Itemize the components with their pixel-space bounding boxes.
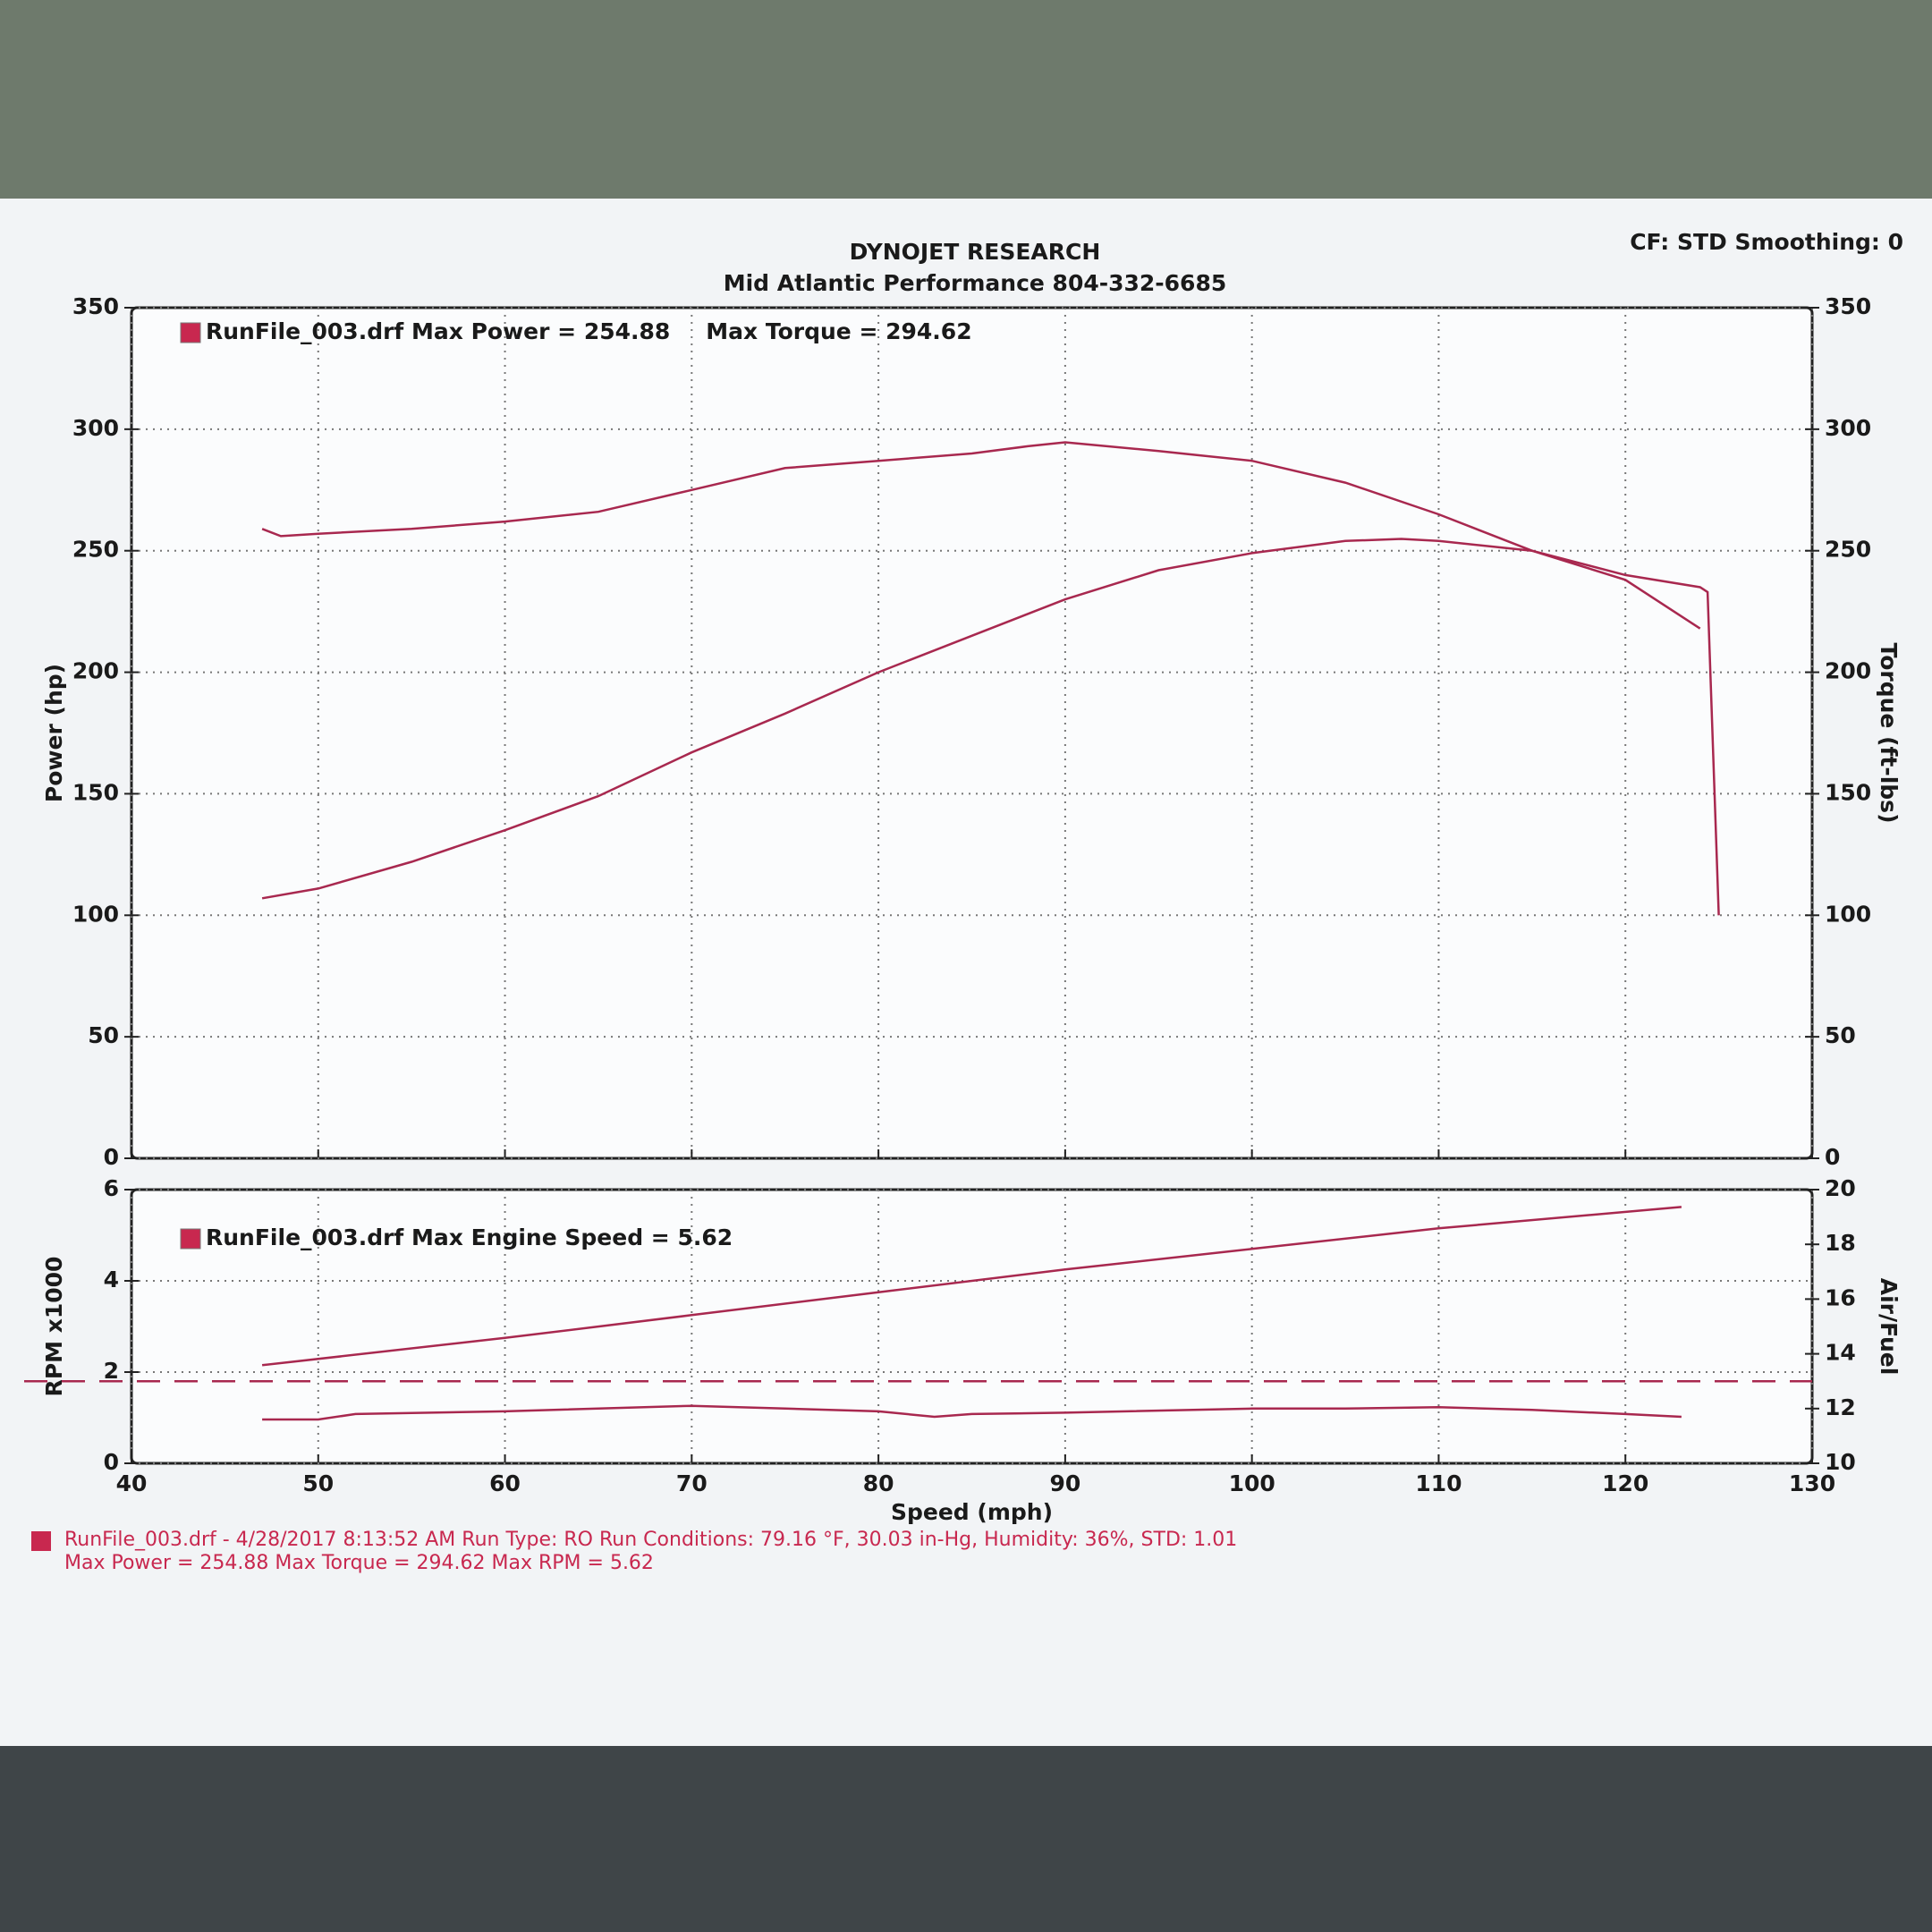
header-title: DYNOJET RESEARCH xyxy=(850,239,1101,265)
y-axis-title: Power (hp) xyxy=(41,664,67,802)
header-settings: CF: STD Smoothing: 0 xyxy=(1630,229,1903,255)
series-line xyxy=(261,441,1701,630)
y2-tick-label: 0 xyxy=(1825,1144,1840,1170)
x-tick-label: 100 xyxy=(1229,1470,1275,1496)
x-tick-label: 40 xyxy=(116,1470,148,1496)
x-tick-label: 80 xyxy=(863,1470,894,1496)
y2-axis-title: Torque (ft-lbs) xyxy=(1876,643,1902,824)
y2-tick-label: 14 xyxy=(1825,1340,1856,1366)
legend-swatch xyxy=(180,322,201,343)
y2-tick-label: 12 xyxy=(1825,1394,1856,1420)
y-tick-label: 0 xyxy=(104,1144,119,1170)
carpet-top xyxy=(0,0,1932,206)
series-line xyxy=(262,1404,1682,1421)
y2-tick-label: 18 xyxy=(1825,1230,1856,1256)
y2-tick-label: 20 xyxy=(1825,1175,1856,1201)
footer-line: Max Power = 254.88 Max Torque = 294.62 M… xyxy=(64,1552,654,1574)
charts: 0501001502002503003500501001502002503003… xyxy=(24,293,1902,1525)
x-tick-label: 50 xyxy=(302,1470,334,1496)
x-tick-label: 110 xyxy=(1415,1470,1462,1496)
y-tick-label: 250 xyxy=(72,537,119,563)
y2-tick-label: 300 xyxy=(1825,415,1871,441)
x-axis-title: Speed (mph) xyxy=(891,1499,1053,1525)
y2-tick-label: 50 xyxy=(1825,1022,1856,1048)
y2-tick-label: 350 xyxy=(1825,293,1871,319)
header-subtitle: Mid Atlantic Performance 804-332-6685 xyxy=(724,270,1227,296)
footer-swatch xyxy=(31,1531,51,1551)
y2-tick-label: 10 xyxy=(1825,1449,1856,1475)
series-line xyxy=(261,1206,1682,1367)
footer-line: RunFile_003.drf - 4/28/2017 8:13:52 AM R… xyxy=(64,1529,1237,1551)
y2-tick-label: 250 xyxy=(1825,537,1871,563)
y-tick-label: 350 xyxy=(72,293,119,319)
carpet-bottom xyxy=(0,1744,1932,1932)
y2-tick-label: 200 xyxy=(1825,658,1871,684)
x-tick-label: 120 xyxy=(1602,1470,1648,1496)
x-tick-label: 70 xyxy=(676,1470,708,1496)
y-tick-label: 300 xyxy=(72,415,119,441)
y2-tick-label: 100 xyxy=(1825,901,1871,927)
legend-label: RunFile_003.drf Max Engine Speed = 5.62 xyxy=(206,1224,733,1250)
legend-swatch xyxy=(180,1228,201,1250)
x-tick-label: 60 xyxy=(489,1470,521,1496)
y-tick-label: 50 xyxy=(88,1022,119,1048)
y-tick-label: 6 xyxy=(104,1175,119,1201)
y-tick-label: 100 xyxy=(72,901,119,927)
y-tick-label: 0 xyxy=(104,1449,119,1475)
legend-label: Max Torque = 294.62 xyxy=(706,318,971,344)
x-tick-label: 90 xyxy=(1049,1470,1080,1496)
y2-tick-label: 150 xyxy=(1825,779,1871,805)
series-line xyxy=(261,538,1720,916)
y-tick-label: 200 xyxy=(72,658,119,684)
y-tick-label: 2 xyxy=(104,1358,119,1384)
y-tick-label: 150 xyxy=(72,779,119,805)
y-tick-label: 4 xyxy=(104,1267,119,1292)
x-tick-label: 130 xyxy=(1789,1470,1835,1496)
y2-axis-title: Air/Fuel xyxy=(1876,1278,1902,1376)
legend-label: RunFile_003.drf Max Power = 254.88 xyxy=(206,318,670,344)
plot-frame xyxy=(130,306,1814,1160)
y2-tick-label: 16 xyxy=(1825,1284,1856,1310)
y-axis-title: RPM x1000 xyxy=(41,1257,67,1397)
